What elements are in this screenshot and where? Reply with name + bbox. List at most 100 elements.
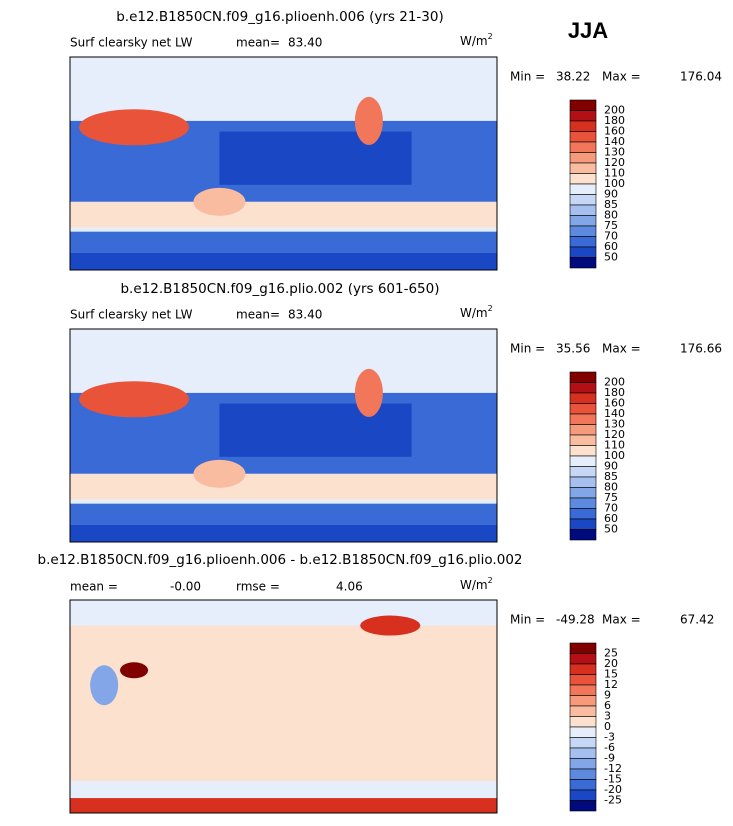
colorbar-label: 6 <box>604 699 611 712</box>
colorbar-label: 100 <box>604 177 625 190</box>
stat-label: rmse = <box>236 580 280 594</box>
units-power: 2 <box>488 576 493 585</box>
colorbar-label: 140 <box>604 135 625 148</box>
colorbar-box <box>569 747 597 759</box>
colorbar-box <box>569 758 597 770</box>
colorbar-box <box>569 236 597 248</box>
max-value: 67.42 <box>680 613 714 627</box>
colorbar-box <box>569 413 597 425</box>
panel-title: b.e12.B1850CN.f09_g16.plio.002 (yrs 601-… <box>120 281 439 297</box>
colorbar-label: -9 <box>604 752 615 765</box>
colorbar-label: -25 <box>604 794 622 807</box>
stat-label: mean= <box>236 308 280 322</box>
colorbar-label: 50 <box>604 523 618 536</box>
colorbar-box <box>569 257 597 269</box>
min-value: 35.56 <box>556 342 590 356</box>
colorbar-box <box>569 716 597 728</box>
panel-title: b.e12.B1850CN.f09_g16.plioenh.006 - b.e1… <box>38 552 523 568</box>
units-power: 2 <box>488 32 493 41</box>
colorbar-box <box>569 204 597 216</box>
min-value: -49.28 <box>556 613 595 627</box>
colorbar-box <box>569 183 597 195</box>
colorbar-label: 160 <box>604 397 625 410</box>
colorbar-box <box>569 162 597 174</box>
colorbar-box <box>569 382 597 394</box>
colorbar-box <box>569 371 597 383</box>
colorbar-label: -20 <box>604 783 622 796</box>
map-frame <box>69 328 498 543</box>
colorbar-box <box>569 695 597 707</box>
band <box>70 798 497 813</box>
map <box>69 328 498 543</box>
colorbar-label: 130 <box>604 418 625 431</box>
colorbar-label: -15 <box>604 773 622 786</box>
colorbar-label: 3 <box>604 710 611 723</box>
max-value: 176.04 <box>680 70 722 84</box>
land <box>79 109 190 146</box>
max-label: Max = <box>602 342 641 356</box>
colorbar-label: 120 <box>604 156 625 169</box>
colorbar-label: 60 <box>604 240 618 253</box>
colorbar-label: 110 <box>604 167 625 180</box>
units-power: 2 <box>488 304 493 313</box>
colorbar-box <box>569 684 597 696</box>
colorbar-label: 25 <box>604 647 618 660</box>
band <box>70 473 497 500</box>
band <box>70 600 497 626</box>
colorbar-box <box>569 737 597 749</box>
panel-title: b.e12.B1850CN.f09_g16.plioenh.006 (yrs 2… <box>116 9 444 25</box>
colorbar-box <box>569 789 597 801</box>
land <box>79 381 190 418</box>
colorbar-label: 140 <box>604 407 625 420</box>
band <box>70 201 497 228</box>
colorbar-box <box>569 194 597 206</box>
colorbar-label: 50 <box>604 251 618 264</box>
colorbar-label: 80 <box>604 481 618 494</box>
colorbar-box <box>569 434 597 446</box>
min-label: Min = <box>510 613 545 627</box>
anomaly <box>120 662 149 679</box>
stat-label: mean = <box>70 580 118 594</box>
colorbar-box <box>569 455 597 467</box>
units-text: W/m <box>460 306 488 320</box>
colorbar-label: 70 <box>604 502 618 515</box>
season-label: JJA <box>568 18 608 43</box>
colorbar-label: 85 <box>604 198 618 211</box>
colorbar-box <box>569 518 597 530</box>
colorbar-box <box>569 674 597 686</box>
max-label: Max = <box>602 70 641 84</box>
colorbar-label: 60 <box>604 512 618 525</box>
band <box>70 252 497 270</box>
band <box>219 131 412 185</box>
colorbar-box <box>569 131 597 143</box>
colorbar-box <box>569 403 597 415</box>
colorbar-box <box>569 152 597 164</box>
colorbar-box <box>569 466 597 478</box>
max-label: Max = <box>602 613 641 627</box>
band <box>70 231 497 253</box>
field-label: Surf clearsky net LW <box>70 308 193 322</box>
colorbar-box <box>569 99 597 111</box>
colorbar-box <box>569 726 597 738</box>
colorbar-label: 90 <box>604 460 618 473</box>
colorbar-box <box>569 705 597 717</box>
map-frame <box>69 599 498 814</box>
colorbar-label: 200 <box>604 376 625 389</box>
colorbar-label: -12 <box>604 762 622 775</box>
colorbar-box <box>569 642 597 654</box>
colorbar-label: 75 <box>604 219 618 232</box>
land <box>193 187 246 216</box>
colorbar-box <box>569 653 597 665</box>
colorbar-box <box>569 487 597 499</box>
colorbar-box <box>569 779 597 791</box>
colorbar-label: 75 <box>604 491 618 504</box>
colorbar-box <box>569 508 597 520</box>
map <box>69 56 498 271</box>
colorbar-box <box>569 173 597 185</box>
colorbar-label: -6 <box>604 741 615 754</box>
colorbar-label: 160 <box>604 125 625 138</box>
colorbar-label: -3 <box>604 731 615 744</box>
colorbar-label: 9 <box>604 689 611 702</box>
band <box>70 600 497 813</box>
